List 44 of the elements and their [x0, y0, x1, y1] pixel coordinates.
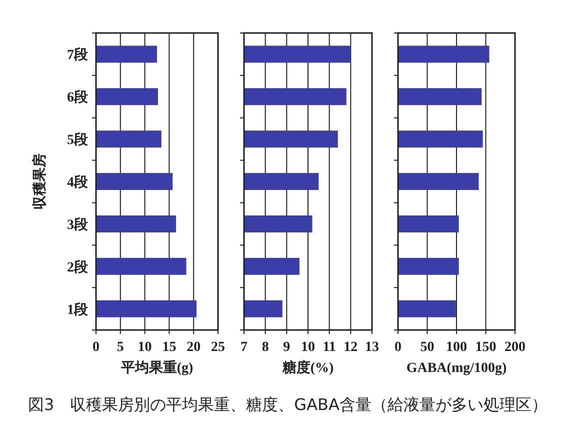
bar — [398, 258, 459, 275]
x-tick-label: 7 — [240, 340, 248, 355]
bar — [398, 130, 483, 148]
x-tick-label: 0 — [394, 340, 402, 355]
x-tick-label: 25 — [211, 340, 225, 355]
caption: 図3 収穫果房別の平均果重、糖度、GABA含量（給液量が多い処理区） — [28, 395, 548, 414]
bar — [398, 173, 479, 190]
x-tick-label: 12 — [344, 340, 358, 355]
bar — [96, 130, 162, 148]
x-tick-label: 200 — [504, 340, 526, 355]
y-axis-title: 収穫果房 — [31, 154, 48, 210]
bar — [96, 300, 197, 318]
bar — [96, 88, 158, 106]
bar — [398, 46, 490, 63]
x-tick-label: 11 — [322, 340, 336, 355]
y-tick-label: 6段 — [67, 90, 89, 106]
x-tick-label: 20 — [186, 340, 201, 355]
y-tick-label: 3段 — [67, 216, 89, 233]
x-tick-label: 10 — [301, 340, 315, 355]
x-axis-title: GABA(mg/100g) — [406, 361, 507, 376]
x-tick-label: 13 — [365, 340, 379, 355]
x-tick-label: 10 — [138, 340, 152, 355]
x-tick-label: 15 — [162, 340, 176, 355]
bar — [398, 300, 456, 318]
x-tick-label: 8 — [262, 340, 269, 355]
bar — [96, 215, 176, 232]
bar — [398, 88, 482, 106]
y-tick-label: 7段 — [67, 47, 89, 64]
x-axis-title: 平均果重(g) — [120, 360, 194, 376]
y-tick-label: 4段 — [67, 174, 89, 190]
x-tick-label: 9 — [283, 340, 290, 355]
bar — [96, 258, 186, 275]
x-tick-label: 0 — [92, 340, 100, 355]
x-tick-label: 5 — [116, 340, 124, 355]
x-tick-label: 100 — [446, 340, 467, 355]
y-tick-label: 5段 — [67, 132, 89, 148]
bar — [96, 173, 173, 190]
y-tick-label: 2段 — [67, 259, 89, 276]
bar — [398, 215, 459, 232]
x-tick-label: 150 — [475, 340, 496, 355]
y-tick-label: 1段 — [67, 302, 89, 318]
x-axis-title: 糖度(%) — [281, 359, 334, 376]
x-tick-label: 50 — [420, 340, 434, 355]
bar — [96, 46, 157, 63]
